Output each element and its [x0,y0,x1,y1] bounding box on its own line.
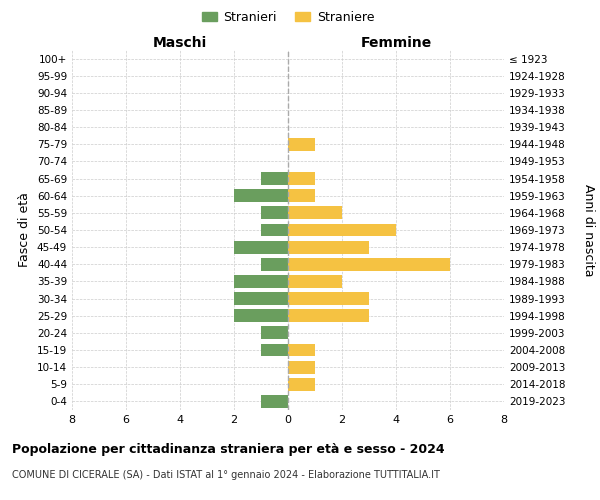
Bar [288,258,450,270]
Bar [234,240,288,254]
Bar [261,258,288,270]
Bar [288,378,315,390]
Bar [288,310,369,322]
Bar [261,326,288,340]
Bar [261,206,288,220]
Bar [288,206,342,220]
Text: Popolazione per cittadinanza straniera per età e sesso - 2024: Popolazione per cittadinanza straniera p… [12,442,445,456]
Bar [261,172,288,185]
Bar [288,240,369,254]
Bar [234,275,288,288]
Bar [234,292,288,305]
Bar [288,275,342,288]
Bar [288,138,315,150]
Bar [288,172,315,185]
Legend: Stranieri, Straniere: Stranieri, Straniere [197,6,379,29]
Text: COMUNE DI CICERALE (SA) - Dati ISTAT al 1° gennaio 2024 - Elaborazione TUTTITALI: COMUNE DI CICERALE (SA) - Dati ISTAT al … [12,470,440,480]
Text: Femmine: Femmine [361,36,431,50]
Y-axis label: Anni di nascita: Anni di nascita [582,184,595,276]
Bar [288,292,369,305]
Bar [261,224,288,236]
Bar [288,344,315,356]
Bar [288,360,315,374]
Y-axis label: Fasce di età: Fasce di età [19,192,31,268]
Bar [234,310,288,322]
Bar [261,344,288,356]
Bar [288,190,315,202]
Bar [288,224,396,236]
Bar [234,190,288,202]
Bar [261,395,288,408]
Text: Maschi: Maschi [153,36,207,50]
